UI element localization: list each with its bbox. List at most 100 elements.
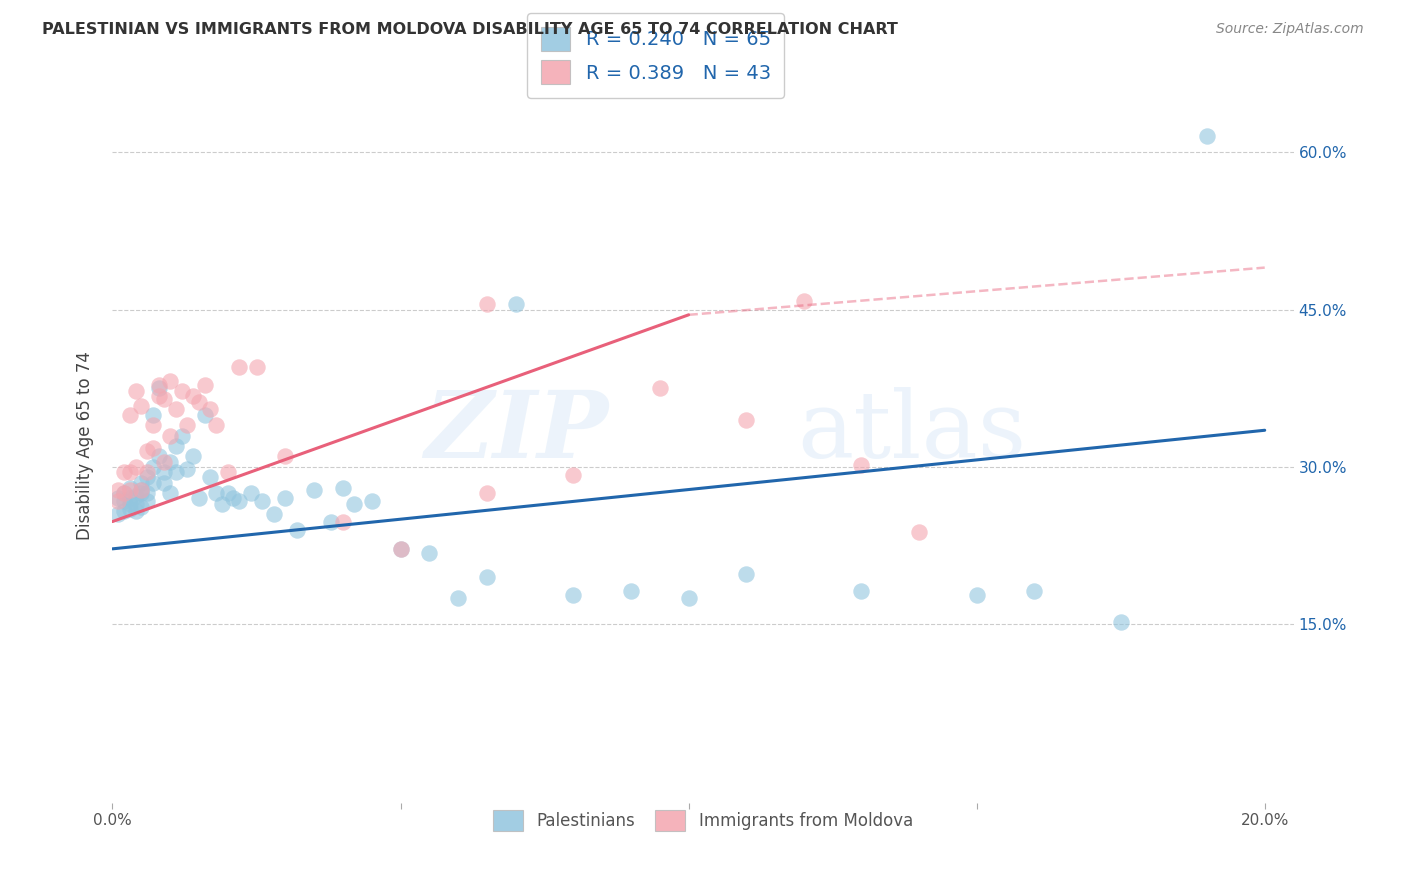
Point xyxy=(159,428,181,442)
Point xyxy=(285,523,308,537)
Point xyxy=(159,455,181,469)
Point xyxy=(136,470,159,484)
Point xyxy=(205,486,228,500)
Point xyxy=(159,374,181,388)
Point xyxy=(176,462,198,476)
Point xyxy=(142,460,165,475)
Point xyxy=(263,507,285,521)
Point xyxy=(332,515,354,529)
Point xyxy=(245,360,267,375)
Point xyxy=(129,399,152,413)
Point xyxy=(142,417,165,432)
Point xyxy=(129,475,152,490)
Point xyxy=(118,483,141,497)
Point xyxy=(222,491,245,506)
Point xyxy=(274,450,297,464)
Point xyxy=(129,486,152,500)
Point xyxy=(165,402,187,417)
Point xyxy=(562,468,585,483)
Point xyxy=(118,502,141,516)
Point xyxy=(200,470,222,484)
Point xyxy=(124,497,146,511)
Point xyxy=(112,493,135,508)
Text: atlas: atlas xyxy=(797,387,1026,476)
Point xyxy=(148,450,170,464)
Point xyxy=(217,465,239,479)
Point xyxy=(228,493,250,508)
Point xyxy=(165,465,187,479)
Point xyxy=(153,465,176,479)
Point xyxy=(343,497,366,511)
Point xyxy=(252,493,274,508)
Point xyxy=(124,504,146,518)
Point xyxy=(129,500,152,514)
Point xyxy=(360,493,382,508)
Point xyxy=(389,541,412,556)
Point xyxy=(851,458,873,472)
Point xyxy=(118,408,141,422)
Point xyxy=(966,588,988,602)
Text: Source: ZipAtlas.com: Source: ZipAtlas.com xyxy=(1216,22,1364,37)
Point xyxy=(107,491,129,506)
Point xyxy=(678,591,700,606)
Point xyxy=(620,583,643,598)
Point xyxy=(136,486,159,500)
Point xyxy=(170,384,193,399)
Point xyxy=(851,583,873,598)
Point xyxy=(181,389,204,403)
Point xyxy=(187,395,209,409)
Point xyxy=(205,417,228,432)
Point xyxy=(194,378,217,392)
Point xyxy=(170,428,193,442)
Point xyxy=(1024,583,1046,598)
Point xyxy=(165,439,187,453)
Point xyxy=(136,493,159,508)
Point xyxy=(153,392,176,406)
Legend: Palestinians, Immigrants from Moldova: Palestinians, Immigrants from Moldova xyxy=(486,804,920,838)
Point xyxy=(332,481,354,495)
Point xyxy=(112,465,135,479)
Point xyxy=(107,507,129,521)
Point xyxy=(735,567,758,582)
Point xyxy=(148,378,170,392)
Point xyxy=(562,588,585,602)
Point xyxy=(239,486,262,500)
Y-axis label: Disability Age 65 to 74: Disability Age 65 to 74 xyxy=(76,351,94,541)
Point xyxy=(321,515,343,529)
Point xyxy=(159,486,181,500)
Point xyxy=(142,441,165,455)
Point xyxy=(148,389,170,403)
Point xyxy=(475,486,498,500)
Point xyxy=(389,541,412,556)
Point xyxy=(211,497,233,511)
Point xyxy=(153,455,176,469)
Point xyxy=(112,504,135,518)
Point xyxy=(124,460,146,475)
Point xyxy=(112,486,135,500)
Point xyxy=(124,384,146,399)
Point xyxy=(181,450,204,464)
Point xyxy=(447,591,470,606)
Point xyxy=(124,489,146,503)
Point xyxy=(793,294,815,309)
Point xyxy=(194,408,217,422)
Point xyxy=(129,483,152,497)
Point xyxy=(153,475,176,490)
Point xyxy=(129,483,152,497)
Text: ZIP: ZIP xyxy=(425,387,609,476)
Point xyxy=(136,465,159,479)
Point xyxy=(1197,129,1219,144)
Point xyxy=(418,546,440,560)
Point xyxy=(142,475,165,490)
Point xyxy=(176,417,198,432)
Point xyxy=(142,408,165,422)
Point xyxy=(908,524,931,539)
Point xyxy=(1109,615,1132,630)
Point xyxy=(112,486,135,500)
Point xyxy=(118,491,141,506)
Point xyxy=(118,481,141,495)
Point xyxy=(136,444,159,458)
Point xyxy=(107,483,129,497)
Point xyxy=(200,402,222,417)
Point xyxy=(187,491,209,506)
